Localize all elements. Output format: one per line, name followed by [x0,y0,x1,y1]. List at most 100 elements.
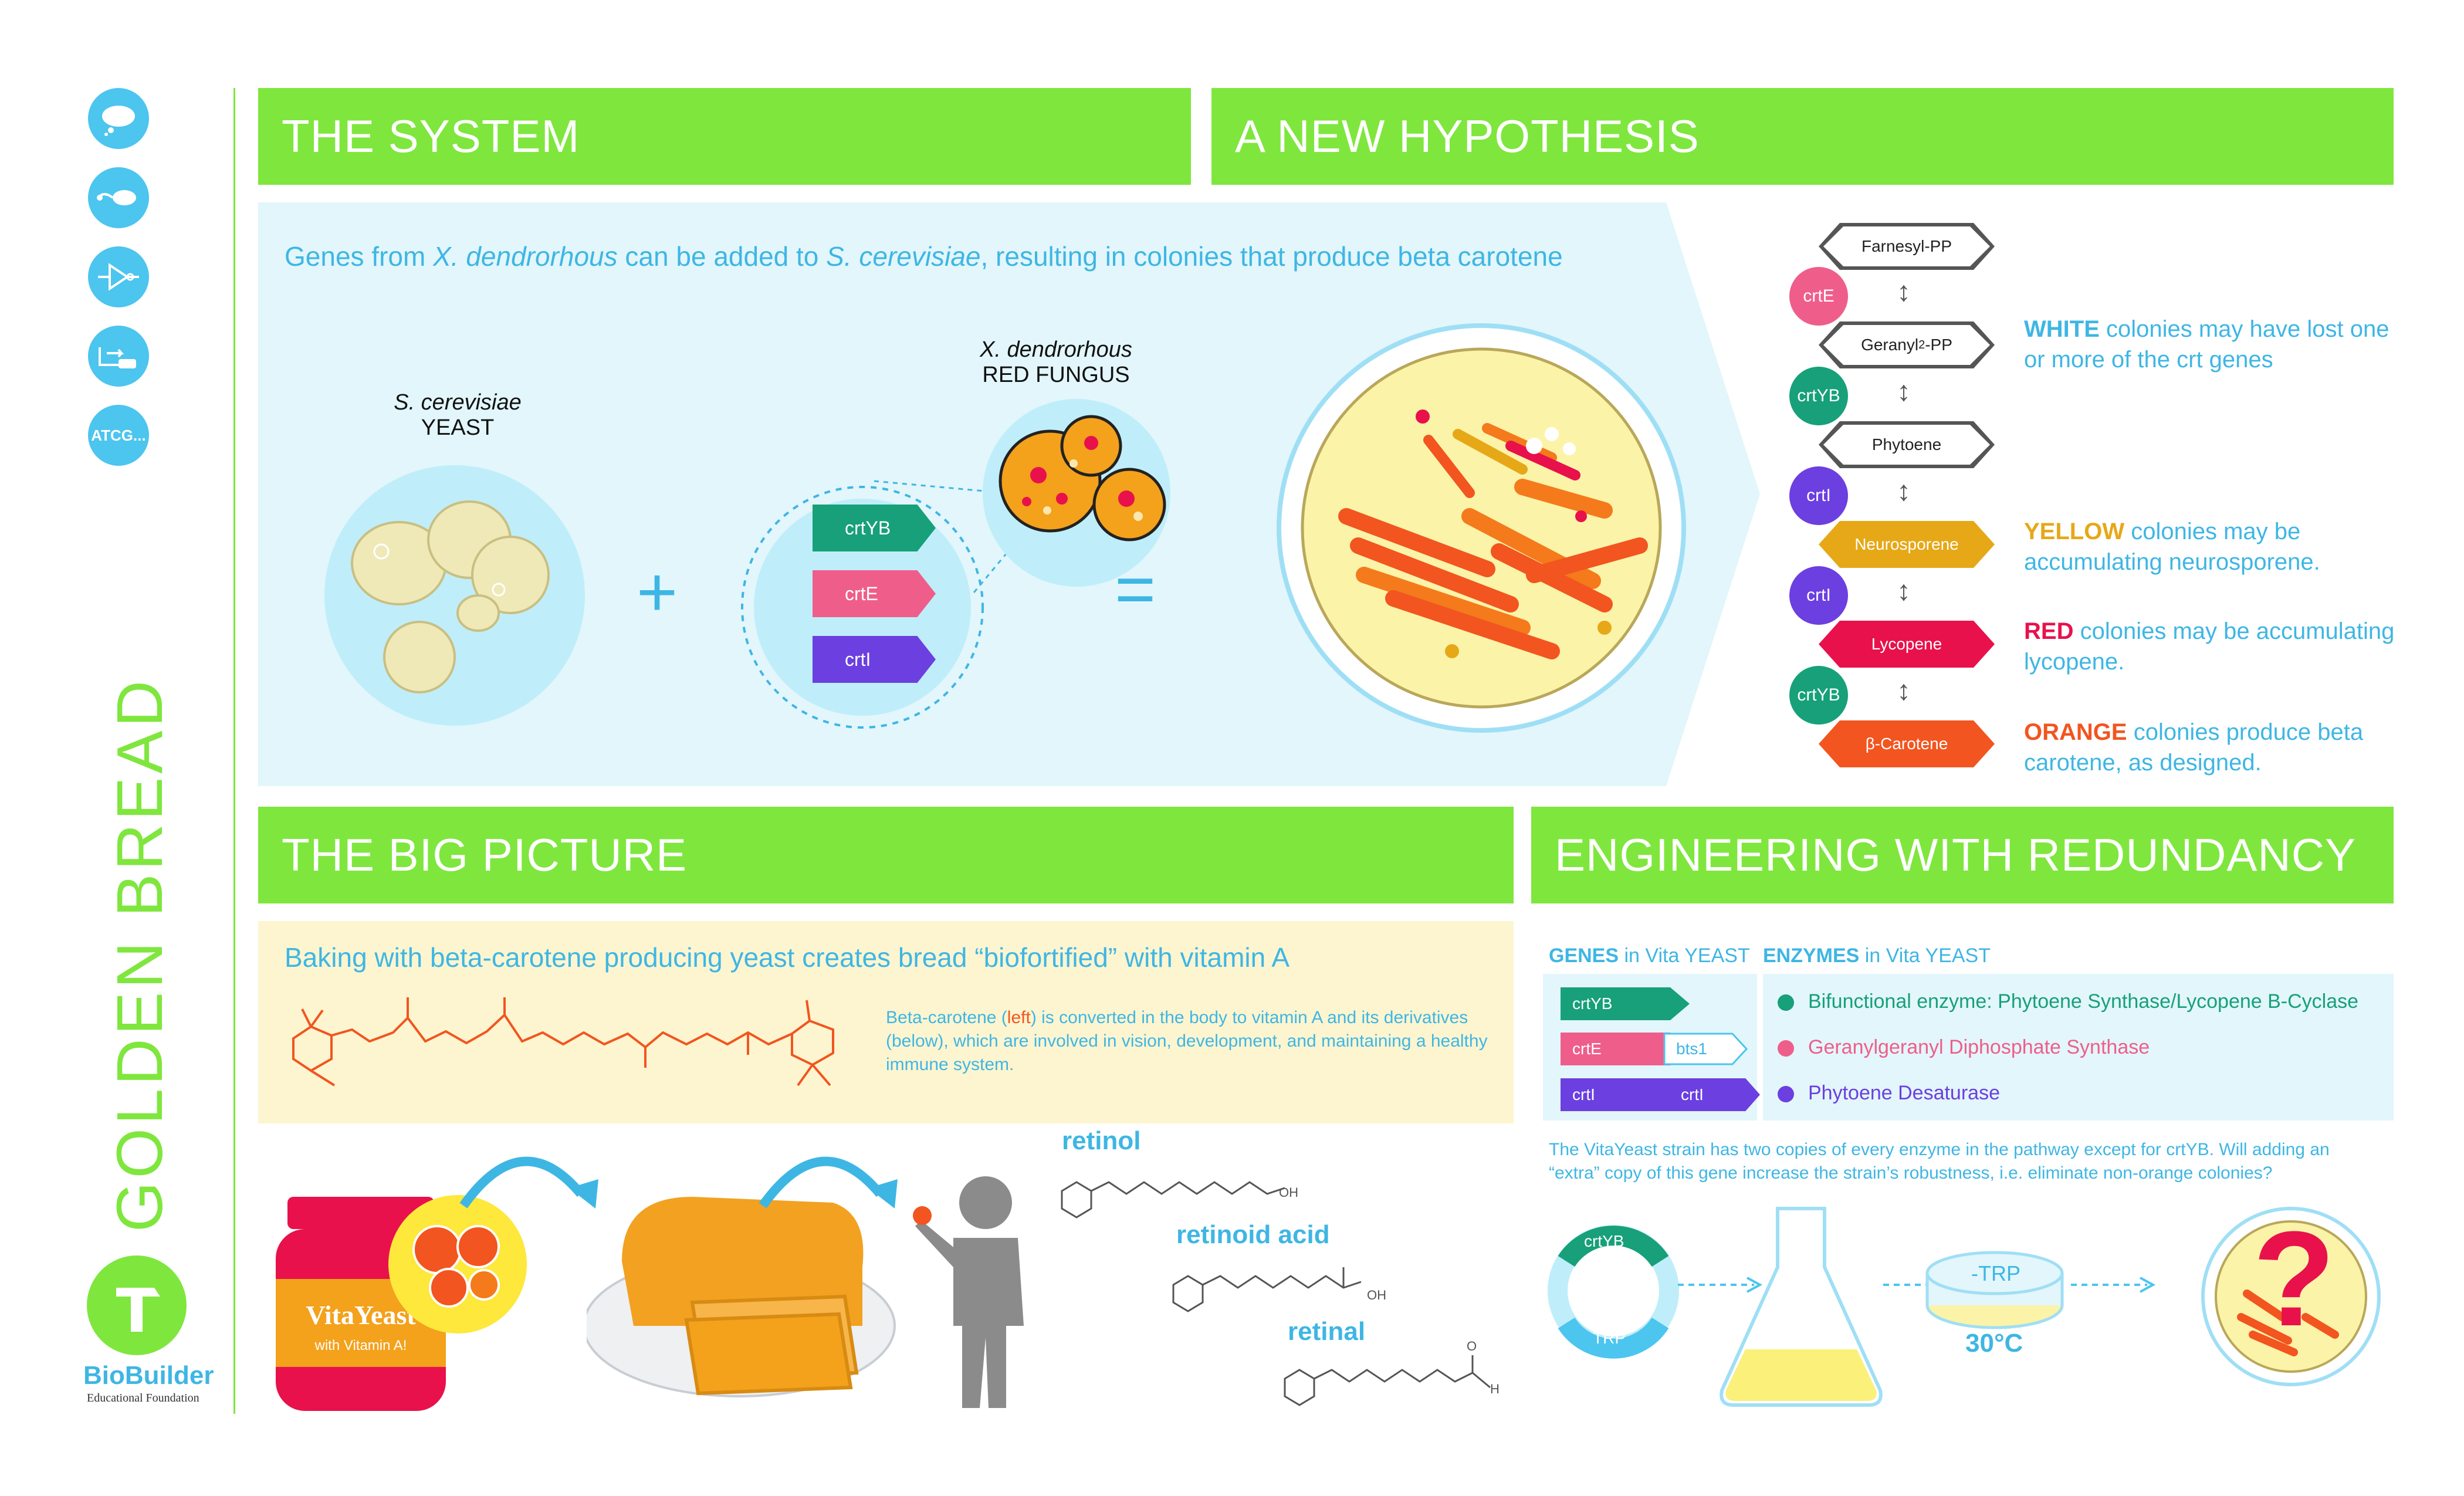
flow-arrow-1 [452,1135,604,1217]
sequence-icon[interactable]: ATCG... [88,405,149,466]
system-subtitle-part4: S. cerevisiae [826,241,981,272]
desc-part2: left [1007,1008,1031,1027]
gene-crtE: crtE [813,570,936,617]
desc-part1: Beta-carotene ( [886,1008,1007,1027]
flow-arrow-2 [751,1135,903,1217]
logo-name: BioBuilder [83,1361,214,1390]
retinoid-acid-molecule [1167,1255,1402,1326]
tag-crtI-2: crtI [1663,1078,1760,1111]
enzymes-title-key: ENZYMES [1763,945,1860,967]
geranyl-sub: 2 [1918,338,1925,351]
label-retinal: retinal [1288,1317,1366,1346]
enzyme-dot-green-icon [1778,994,1794,1011]
circuit-icon[interactable] [88,246,149,307]
retinal-h: H [1490,1382,1500,1396]
tag-crtYB: crtYB [1561,987,1690,1020]
label-retinoid-acid: retinoid acid [1176,1220,1330,1249]
fungus-label: X. dendrorhous RED FUNGUS [962,337,1150,388]
tag-bts1-text: bts1 [1676,1040,1707,1058]
system-subtitle-part5: , resulting in colonies that produce bet… [980,241,1563,272]
enzyme-dot-pink-icon [1778,1040,1794,1057]
plate-label: -TRP [1971,1261,2020,1285]
pathway-arrow-3: ↕ [1897,476,1911,507]
note-orange-text: colonies produce beta carotene, as desig… [2024,719,2364,776]
enzyme-item-2: Geranylgeranyl Diphosphate Synthase [1778,1036,2150,1059]
note-white: WHITE colonies may have lost one or more… [2024,314,2399,375]
sequence-icon-text: ATCG... [91,426,146,444]
yeast-label-name: YEAST [421,415,495,440]
big-picture-header: THE BIG PICTURE [258,807,1514,903]
genes-title-rest: in Vita YEAST [1619,945,1750,967]
result-plate-image [2200,1206,2382,1387]
note-red-key: RED [2024,618,2074,644]
system-subtitle: Genes from X. dendrorhous can be added t… [285,241,1563,272]
yeast-cells-image [323,463,587,727]
big-picture-panel [258,921,1514,1123]
note-yellow-text: colonies may be accumulating neurosporen… [2024,519,2320,575]
note-orange: ORANGE colonies produce beta carotene, a… [2024,717,2399,778]
enzyme-crtE: crtE [1789,267,1848,326]
retinal-o: O [1467,1339,1477,1353]
enzymes-title-rest: in Vita YEAST [1859,945,1991,967]
yeast-label-species: S. cerevisiae [394,390,522,415]
plasmid-icon[interactable] [88,326,149,387]
enzyme-label-3: Phytoene Desaturase [1808,1082,2000,1104]
enzyme-item-1: Bifunctional enzyme: Phytoene Synthase/L… [1778,990,2358,1013]
genes-title-key: GENES [1549,945,1619,967]
person-silhouette-icon [898,1167,1044,1414]
dashed-arrow-3 [2071,1273,2159,1297]
compound-phytoene: Phytoene [1823,425,1990,465]
plus-sign: + [637,553,678,631]
enzymes-panel [1763,974,2394,1121]
compound-beta-carotene: β-Carotene [1819,720,1995,767]
organism-icon[interactable] [88,167,149,228]
question-mark: ? [2253,1203,2336,1354]
retinol-molecule [1056,1162,1314,1232]
dashed-arrow-1 [1678,1273,1766,1297]
red-fungus-image [974,399,1185,593]
compound-lycopene: Lycopene [1819,621,1995,668]
redundancy-header: ENGINEERING WITH REDUNDANCY [1531,807,2394,903]
flask-image [1713,1203,1889,1408]
big-picture-description: Beta-carotene (left) is converted in the… [886,1006,1490,1077]
enzymes-title: ENZYMES in Vita YEAST [1763,945,1991,967]
hypothesis-header: A NEW HYPOTHESIS [1211,88,2394,185]
redundancy-question: The VitaYeast strain has two copies of e… [1549,1140,2330,1183]
enzyme-crtI-1: crtI [1789,466,1848,525]
enzyme-crtYB-1: crtYB [1789,367,1848,425]
geranyl-suffix: -PP [1925,336,1952,354]
tag-bts1: bts1 [1663,1033,1748,1065]
yeast-label: S. cerevisiae YEAST [329,390,587,441]
compound-farnesyl-pp-inner: Farnesyl-PP [1823,226,1990,266]
fungus-label-species: X. dendrorhous [980,337,1132,362]
system-subtitle-part2: X. dendrorhous [433,241,618,272]
sidebar-title-text: GOLDEN BREAD [104,676,176,1232]
note-orange-key: ORANGE [2024,719,2127,745]
yeast-zoom-image [387,1194,528,1335]
jar-sublabel: with Vitamin A! [314,1338,407,1353]
note-yellow: YELLOW colonies may be accumulating neur… [2024,516,2399,577]
pathway-arrow-2: ↕ [1897,376,1911,407]
logo-subtitle: Educational Foundation [87,1392,199,1404]
pathway-arrow-5: ↕ [1897,675,1911,706]
jar-label: VitaYeast [306,1300,416,1330]
note-white-text: colonies may have lost one or more of th… [2024,316,2389,373]
geranyl-text: Geranyl [1861,336,1919,354]
equals-sign: = [1115,550,1156,628]
beta-carotene-molecule [276,986,886,1103]
big-picture-subtitle: Baking with beta-carotene producing yeas… [285,942,1290,973]
note-yellow-key: YELLOW [2024,519,2125,544]
retinal-molecule [1279,1349,1514,1420]
hammer-logo-icon [87,1255,187,1355]
thought-bubble-icon[interactable] [88,88,149,149]
pathway-arrow-1: ↕ [1897,276,1911,307]
note-white-key: WHITE [2024,316,2100,342]
temperature-label: 30°C [1965,1329,2023,1358]
enzyme-dot-purple-icon [1778,1086,1794,1103]
retinol-oh: OH [1279,1185,1298,1200]
bread-image [583,1179,915,1414]
system-subtitle-part1: Genes from [285,241,434,272]
agar-plate-image [1924,1250,2065,1332]
desc-part3: ) is converted in the body to vitamin A … [886,1008,1488,1074]
enzyme-crtYB-2: crtYB [1789,666,1848,725]
